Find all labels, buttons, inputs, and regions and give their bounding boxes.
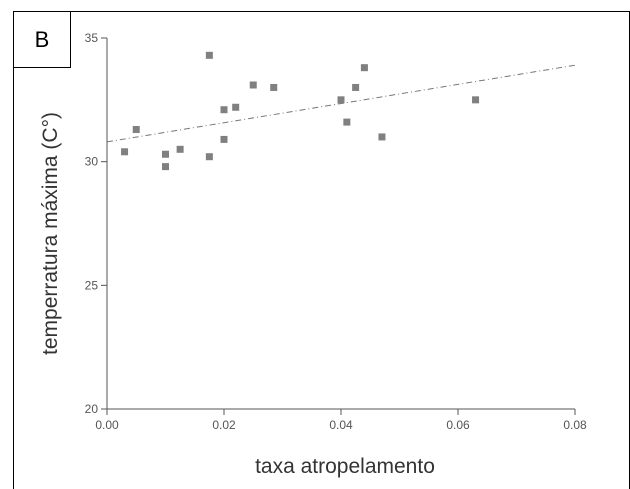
data-point — [220, 135, 228, 143]
data-point — [472, 96, 480, 104]
y-tick-label: 35 — [85, 31, 99, 45]
data-point — [270, 83, 278, 91]
x-tick-label: 0.06 — [446, 418, 470, 432]
x-axis-title: taxa atropelamento — [255, 455, 435, 478]
data-point — [249, 81, 257, 89]
panel-label: B — [13, 11, 71, 68]
data-point — [176, 145, 184, 153]
data-point — [132, 126, 140, 134]
data-point — [378, 133, 386, 141]
y-axis-title: temperratura máxima (C°) — [39, 112, 62, 355]
data-point — [121, 148, 129, 156]
x-tick-label: 0.08 — [563, 418, 587, 432]
data-point — [162, 150, 169, 158]
y-ticks: 20 25 30 35 — [85, 31, 107, 416]
data-point — [360, 64, 368, 72]
x-tick-label: 0.02 — [212, 418, 236, 432]
data-point — [337, 96, 345, 104]
data-point — [205, 153, 213, 161]
data-point — [162, 163, 169, 171]
x-tick-label: 0.04 — [329, 418, 353, 432]
y-tick-label: 30 — [85, 155, 99, 169]
y-tick-label: 25 — [85, 278, 99, 292]
axes — [106, 38, 575, 410]
data-point — [205, 51, 213, 59]
data-point — [232, 103, 240, 111]
x-ticks: 0.00 0.02 0.04 0.06 0.08 — [95, 409, 587, 432]
data-point — [343, 118, 351, 126]
data-point — [352, 83, 360, 91]
y-tick-label: 20 — [85, 402, 99, 416]
x-tick-label: 0.00 — [95, 418, 119, 432]
data-points — [121, 51, 480, 171]
panel-label-text: B — [34, 26, 50, 52]
data-point — [220, 106, 228, 114]
trendline — [106, 64, 576, 143]
